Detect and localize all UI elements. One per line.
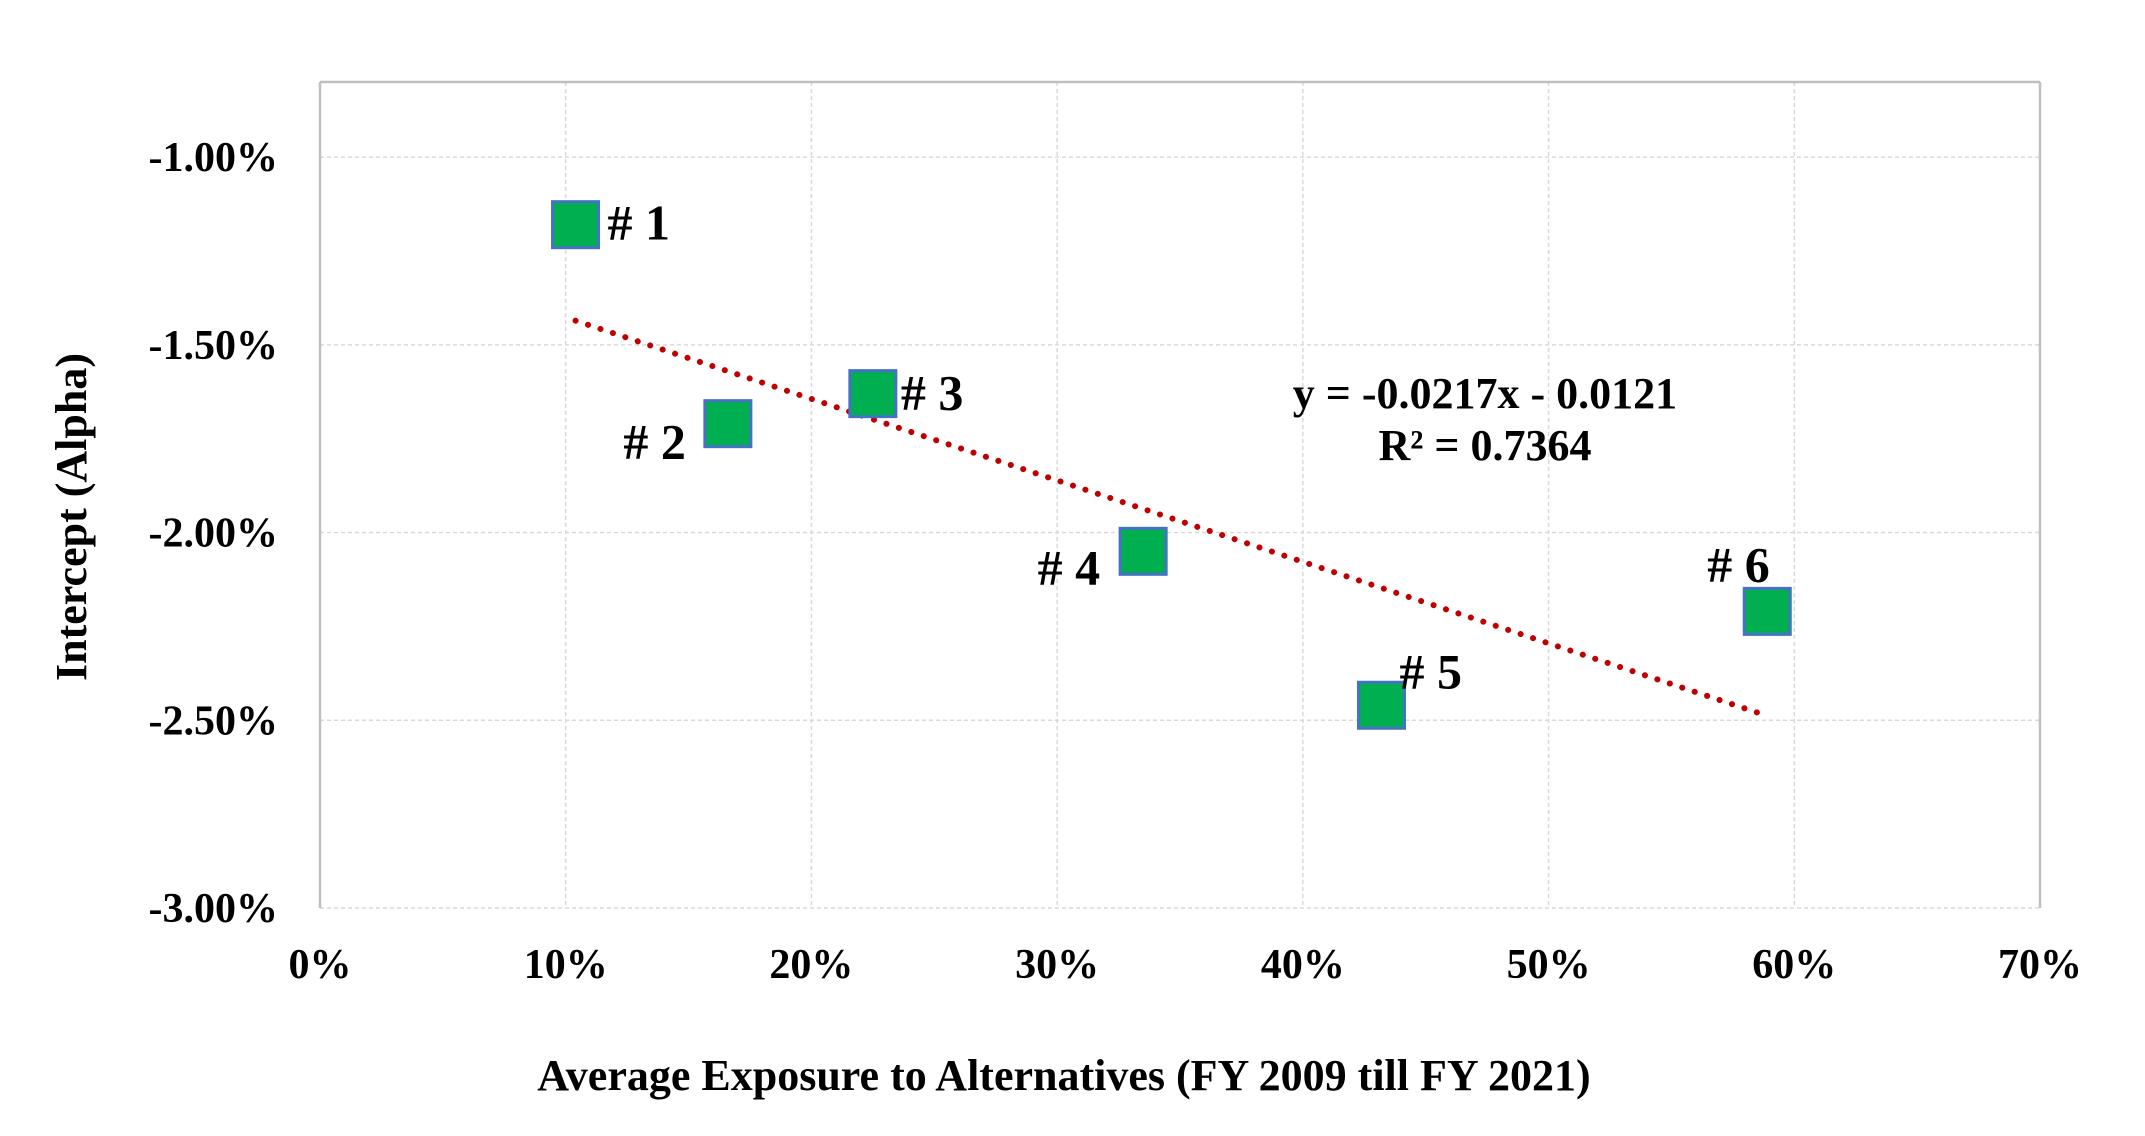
x-tick-label: 40%: [1261, 942, 1345, 988]
y-tick-label: -1.50%: [149, 323, 279, 369]
trendline-equation: y = -0.0217x - 0.0121: [1293, 369, 1677, 418]
data-point-label: # 2: [623, 414, 686, 470]
y-tick-label: -2.00%: [149, 511, 279, 557]
x-axis-title: Average Exposure to Alternatives (FY 200…: [537, 1051, 1590, 1100]
data-point-marker: [1742, 586, 1792, 636]
x-tick-label: 0%: [289, 942, 352, 988]
y-axis-title: Intercept (Alpha): [47, 353, 96, 681]
data-point-label: # 6: [1707, 536, 1770, 592]
data-point-label: # 4: [1038, 539, 1101, 595]
x-tick-label: 70%: [1998, 942, 2082, 988]
data-point-marker: [551, 200, 601, 250]
data-point-marker: [703, 399, 753, 449]
x-tick-label: 50%: [1507, 942, 1591, 988]
data-point-label: # 5: [1399, 643, 1462, 699]
point-labels: # 1 # 2 # 3 # 4 # 5 # 6: [608, 195, 1770, 700]
x-axis-ticks: 0% 10% 20% 30% 40% 50% 60% 70%: [289, 942, 2083, 988]
x-tick-label: 10%: [524, 942, 608, 988]
data-point-label: # 3: [901, 365, 964, 421]
trendline-group: [572, 317, 1771, 719]
y-tick-label: -1.00%: [149, 135, 279, 181]
data-point-marker: [848, 369, 898, 419]
trendline-r-squared: R² = 0.7364: [1378, 421, 1591, 470]
x-tick-label: 20%: [769, 942, 853, 988]
data-point-marker: [1118, 526, 1168, 576]
x-tick-label: 60%: [1752, 942, 1836, 988]
data-points: [551, 200, 1792, 730]
y-axis-ticks: -1.00% -1.50% -2.00% -2.50% -3.00%: [149, 135, 279, 932]
plot-area-border: [318, 80, 2042, 908]
data-point-marker: [1356, 680, 1406, 730]
data-point-label: # 1: [608, 195, 671, 251]
y-tick-label: -2.50%: [149, 698, 279, 744]
x-tick-label: 30%: [1015, 942, 1099, 988]
y-tick-label: -3.00%: [149, 886, 279, 932]
trendline: [572, 317, 1771, 719]
